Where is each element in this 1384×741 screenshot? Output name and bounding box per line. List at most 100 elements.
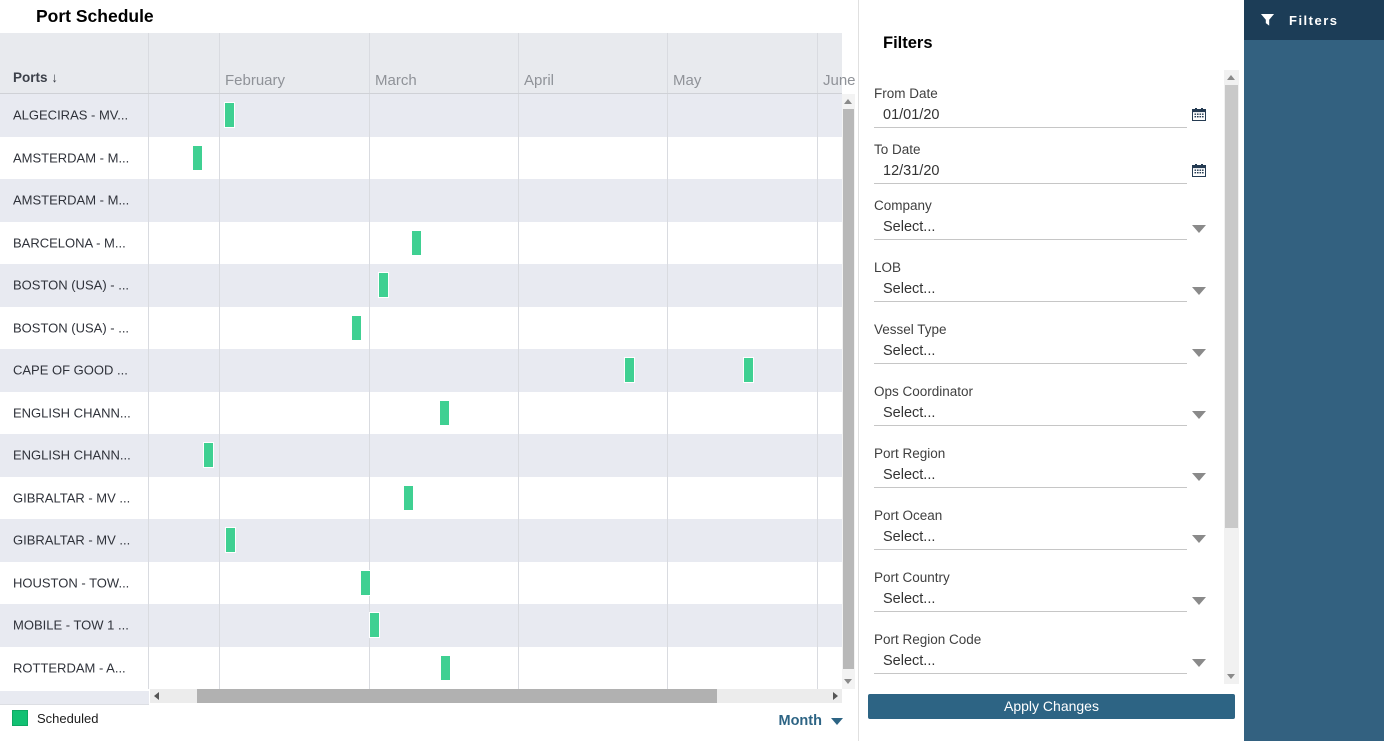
dropdown-arrow-icon[interactable] xyxy=(1192,220,1206,238)
port-row: ENGLISH CHANN... xyxy=(0,434,842,477)
select-input[interactable]: Select... xyxy=(874,215,1187,240)
grid-line xyxy=(219,33,220,93)
dropdown-arrow-icon[interactable] xyxy=(1192,468,1206,486)
filters-scroll-thumb[interactable] xyxy=(1225,85,1238,528)
port-row: HOUSTON - TOW... xyxy=(0,562,842,605)
calendar-icon[interactable] xyxy=(1192,164,1206,182)
legend-label: Scheduled xyxy=(37,710,99,726)
dropdown-arrow-icon[interactable] xyxy=(1192,530,1206,548)
schedule-bar[interactable] xyxy=(439,399,450,426)
scroll-down-icon[interactable] xyxy=(1227,674,1235,679)
scroll-right-icon[interactable] xyxy=(833,692,838,700)
port-label[interactable]: CAPE OF GOOD ... xyxy=(13,362,128,378)
month-label: June xyxy=(823,72,856,89)
schedule-bar[interactable] xyxy=(369,612,380,638)
ports-column-header[interactable]: Ports ↓ xyxy=(13,70,58,85)
select-input[interactable]: Select... xyxy=(874,401,1187,426)
port-label[interactable]: MOBILE - TOW 1 ... xyxy=(13,617,129,633)
port-label[interactable]: ROTTERDAM - A... xyxy=(13,660,126,676)
filter-field-port-country: Port Country Select... xyxy=(874,570,1206,612)
dropdown-arrow-icon[interactable] xyxy=(1192,282,1206,300)
filters-scrollbar[interactable] xyxy=(1224,70,1239,684)
filter-field-to-date: To Date 12/31/20 xyxy=(874,142,1206,184)
port-label[interactable]: AMSTERDAM - M... xyxy=(13,150,130,166)
schedule-bar[interactable] xyxy=(351,314,362,341)
dropdown-arrow-icon[interactable] xyxy=(1192,654,1206,672)
field-label: Port Region xyxy=(874,446,946,461)
select-input[interactable]: Select... xyxy=(874,649,1187,674)
filters-rail-tab[interactable]: Filters xyxy=(1244,0,1384,40)
month-label: February xyxy=(225,72,286,89)
apply-changes-button[interactable]: Apply Changes xyxy=(868,694,1235,719)
timeline-grid: ALGECIRAS - MV... AMSTERDAM - M... AMSTERD… xyxy=(0,94,842,689)
port-row: BOSTON (USA) - ... xyxy=(0,307,842,350)
schedule-bar[interactable] xyxy=(624,357,635,383)
calendar-icon xyxy=(1192,108,1206,121)
ports-header-label: Ports xyxy=(13,70,48,85)
port-label[interactable]: GIBRALTAR - MV ... xyxy=(13,490,131,506)
port-label[interactable]: HOUSTON - TOW... xyxy=(13,575,130,591)
port-label[interactable]: BOSTON (USA) - ... xyxy=(13,277,130,293)
schedule-bar[interactable] xyxy=(743,357,754,383)
sort-descending-icon[interactable]: ↓ xyxy=(51,70,59,85)
dropdown-arrow-icon[interactable] xyxy=(1192,592,1206,610)
grid-line xyxy=(817,33,818,93)
schedule-bar[interactable] xyxy=(225,527,236,553)
granularity-dropdown[interactable]: Month xyxy=(740,713,843,729)
scroll-down-icon[interactable] xyxy=(844,679,852,684)
chart-header: Ports ↓ February March April May June xyxy=(0,33,856,94)
port-row: MOBILE - TOW 1 ... xyxy=(0,604,842,647)
field-label: Port Ocean xyxy=(874,508,943,523)
chart-horizontal-scrollbar[interactable] xyxy=(150,689,842,703)
schedule-bar[interactable] xyxy=(360,569,371,596)
granularity-value[interactable]: Month xyxy=(778,713,822,729)
port-label[interactable]: ALGECIRAS - MV... xyxy=(13,107,129,123)
filters-side-rail: Filters xyxy=(1244,0,1384,741)
vertical-scroll-thumb[interactable] xyxy=(843,109,854,669)
port-label[interactable]: GIBRALTAR - MV ... xyxy=(13,532,131,548)
horizontal-scroll-thumb[interactable] xyxy=(197,689,717,703)
select-input[interactable]: Select... xyxy=(874,463,1187,488)
calendar-icon[interactable] xyxy=(1192,108,1206,126)
schedule-bar[interactable] xyxy=(203,442,214,468)
schedule-bar[interactable] xyxy=(224,102,235,128)
date-input[interactable]: 12/31/20 xyxy=(874,159,1187,184)
chart-vertical-scrollbar[interactable] xyxy=(842,94,855,689)
select-input[interactable]: Select... xyxy=(874,277,1187,302)
date-input[interactable]: 01/01/20 xyxy=(874,103,1187,128)
scroll-left-icon[interactable] xyxy=(154,692,159,700)
port-label[interactable]: BOSTON (USA) - ... xyxy=(13,320,130,336)
schedule-bar[interactable] xyxy=(378,272,389,298)
dropdown-arrow-icon[interactable] xyxy=(1192,406,1206,424)
dropdown-arrow-icon[interactable] xyxy=(1192,344,1206,362)
schedule-bar[interactable] xyxy=(192,144,203,171)
scroll-up-icon[interactable] xyxy=(1227,75,1235,80)
port-label[interactable]: ENGLISH CHANN... xyxy=(13,447,131,463)
grid-line xyxy=(148,94,149,689)
field-label: Ops Coordinator xyxy=(874,384,974,399)
month-label: March xyxy=(375,72,417,89)
port-label[interactable]: ENGLISH CHANN... xyxy=(13,405,131,421)
field-label: Vessel Type xyxy=(874,322,947,337)
schedule-bar[interactable] xyxy=(440,654,451,681)
month-label: May xyxy=(673,72,702,89)
schedule-bar[interactable] xyxy=(403,484,414,511)
chevron-down-icon xyxy=(831,717,843,725)
calendar-icon xyxy=(1192,164,1206,177)
filter-field-port-region-code: Port Region Code Select... xyxy=(874,632,1206,674)
port-row: ROTTERDAM - A... xyxy=(0,647,842,690)
port-row: ENGLISH CHANN... xyxy=(0,392,842,435)
port-label[interactable]: BARCELONA - M... xyxy=(13,235,126,251)
select-input[interactable]: Select... xyxy=(874,587,1187,612)
scroll-up-icon[interactable] xyxy=(844,99,852,104)
schedule-bar[interactable] xyxy=(411,229,422,256)
filter-funnel-icon xyxy=(1260,13,1275,26)
field-label: Port Country xyxy=(874,570,950,585)
select-input[interactable]: Select... xyxy=(874,525,1187,550)
grid-line xyxy=(667,33,668,93)
port-label[interactable]: AMSTERDAM - M... xyxy=(13,192,130,208)
field-label: Port Region Code xyxy=(874,632,982,647)
select-input[interactable]: Select... xyxy=(874,339,1187,364)
port-row: GIBRALTAR - MV ... xyxy=(0,477,842,520)
